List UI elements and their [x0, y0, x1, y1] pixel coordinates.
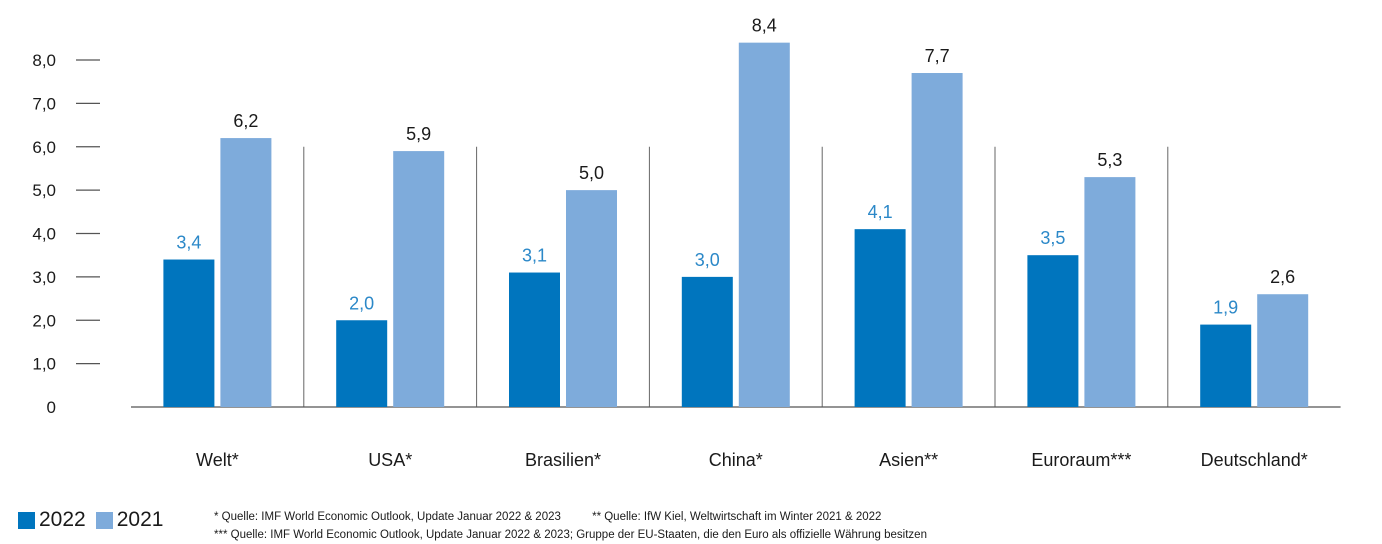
bar-2022-6 — [1200, 324, 1252, 407]
bars — [163, 42, 1309, 408]
y-tick-label-0: 0 — [47, 398, 56, 417]
category-separators — [303, 146, 1169, 407]
data-label-2022-1: 2,0 — [349, 293, 374, 313]
data-labels: 3,4 6,2 2,0 5,9 3,1 5,0 3,0 8,4 4,1 7,7 3,5 5,3 1,9 2… — [176, 16, 1295, 318]
legend: 2022 2021 — [18, 508, 173, 532]
data-label-2021-6: 2,6 — [1270, 267, 1295, 287]
bar-2021-2 — [566, 190, 617, 407]
data-label-2022-5: 3,5 — [1040, 228, 1065, 248]
legend-item-2022: 2022 — [18, 508, 86, 532]
y-axis: 0 1,0 2,0 3,0 4,0 5,0 6,0 7,0 8,0 — [32, 51, 100, 417]
y-tick-label-4: 4,0 — [32, 225, 56, 244]
bar-2021-5 — [1084, 177, 1136, 407]
bar-2022-4 — [854, 229, 906, 407]
data-label-2021-1: 5,9 — [406, 124, 431, 144]
x-tick-labels: Welt* USA* Brasilien* China* Asien** Euroraum… — [196, 450, 1308, 470]
data-label-2022-4: 4,1 — [868, 202, 893, 222]
data-label-2022-6: 1,9 — [1213, 298, 1238, 318]
footnotes: * Quelle: IMF World Economic Outlook, Up… — [214, 508, 927, 544]
x-tick-label-3: China* — [709, 450, 763, 470]
x-tick-label-0: Welt* — [196, 450, 239, 470]
y-tick-label-6: 6,0 — [32, 138, 56, 157]
data-label-2021-2: 5,0 — [579, 163, 604, 183]
x-tick-label-5: Euroraum*** — [1031, 450, 1131, 470]
data-label-2022-0: 3,4 — [176, 233, 201, 253]
x-tick-label-1: USA* — [368, 450, 412, 470]
footnote-2: ** Quelle: IfW Kiel, Weltwirtschaft im W… — [592, 511, 882, 523]
bar-2021-3 — [738, 42, 790, 408]
y-tick-label-2: 2,0 — [32, 311, 56, 330]
legend-swatch-2022 — [18, 511, 35, 529]
footnote-1: * Quelle: IMF World Economic Outlook, Up… — [214, 511, 561, 523]
data-label-2021-0: 6,2 — [233, 111, 258, 131]
y-tick-label-1: 1,0 — [32, 355, 56, 374]
y-tick-label-8: 8,0 — [32, 51, 56, 70]
legend-swatch-2021 — [95, 511, 113, 529]
bar-2022-2 — [509, 272, 560, 407]
legend-item-2021: 2021 — [95, 508, 164, 532]
bar-2022-5 — [1027, 255, 1079, 407]
x-tick-label-6: Deutschland* — [1201, 450, 1308, 470]
x-tick-label-4: Asien** — [879, 450, 938, 470]
data-label-2021-5: 5,3 — [1097, 150, 1122, 170]
bar-2022-3 — [681, 276, 733, 407]
bar-2022-0 — [163, 259, 215, 407]
legend-label-2021: 2021 — [116, 508, 164, 531]
bar-2021-0 — [220, 138, 272, 407]
data-label-2022-3: 3,0 — [695, 250, 720, 270]
data-label-2021-3: 8,4 — [752, 16, 777, 36]
bar-2022-1 — [336, 320, 388, 407]
bar-2021-1 — [393, 151, 445, 407]
y-tick-label-3: 3,0 — [32, 268, 56, 287]
bar-chart: 01,02,03,04,05,06,07,08,0 3,46,22,05,93,… — [32, 16, 1341, 470]
bar-2021-4 — [911, 73, 963, 407]
data-label-2022-2: 3,1 — [522, 246, 547, 266]
y-tick-label-5: 5,0 — [32, 181, 56, 200]
bar-2021-6 — [1257, 294, 1309, 407]
legend-label-2022: 2022 — [39, 508, 86, 531]
x-tick-label-2: Brasilien* — [525, 450, 601, 470]
footnote-3: *** Quelle: IMF World Economic Outlook, … — [214, 529, 927, 541]
y-tick-label-7: 7,0 — [32, 94, 56, 113]
data-label-2021-4: 7,7 — [925, 46, 950, 66]
